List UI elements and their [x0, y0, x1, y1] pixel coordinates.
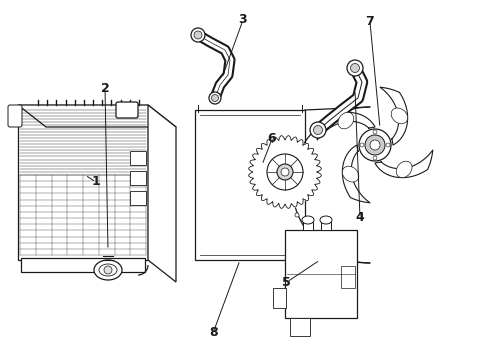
Polygon shape	[18, 105, 148, 260]
Ellipse shape	[391, 108, 408, 124]
Circle shape	[373, 130, 377, 134]
Circle shape	[267, 154, 303, 190]
Text: 3: 3	[238, 13, 247, 26]
Circle shape	[209, 92, 221, 104]
Bar	[285, 230, 357, 318]
Ellipse shape	[320, 216, 332, 224]
Circle shape	[295, 213, 299, 217]
Circle shape	[347, 60, 363, 76]
Polygon shape	[18, 105, 176, 127]
Ellipse shape	[302, 216, 314, 224]
Polygon shape	[343, 145, 370, 203]
Text: 1: 1	[91, 175, 100, 188]
Circle shape	[277, 164, 293, 180]
FancyBboxPatch shape	[116, 102, 138, 118]
Circle shape	[295, 153, 299, 157]
Ellipse shape	[99, 264, 117, 276]
Circle shape	[281, 168, 289, 176]
Polygon shape	[317, 112, 375, 140]
Ellipse shape	[338, 112, 354, 129]
Bar	[290, 318, 310, 336]
Bar	[303, 222, 313, 230]
Polygon shape	[248, 136, 321, 208]
Bar	[195, 110, 305, 260]
Text: 2: 2	[101, 82, 110, 95]
Polygon shape	[148, 105, 176, 282]
Text: 6: 6	[268, 132, 276, 145]
Bar	[130, 191, 146, 205]
Text: 8: 8	[209, 327, 218, 339]
Ellipse shape	[343, 166, 359, 182]
Ellipse shape	[94, 260, 122, 280]
Ellipse shape	[396, 161, 412, 177]
Polygon shape	[375, 150, 433, 177]
Circle shape	[360, 143, 364, 147]
Circle shape	[310, 122, 326, 138]
Polygon shape	[380, 87, 408, 145]
Circle shape	[295, 183, 299, 187]
Text: 5: 5	[282, 276, 291, 289]
Bar	[130, 171, 146, 185]
Bar	[341, 266, 355, 288]
Text: 7: 7	[366, 15, 374, 28]
Circle shape	[104, 266, 112, 274]
Bar	[21, 258, 145, 272]
Circle shape	[314, 126, 322, 135]
Bar	[321, 222, 331, 230]
Circle shape	[370, 140, 380, 150]
Circle shape	[191, 28, 205, 42]
Circle shape	[350, 63, 360, 72]
Bar	[130, 151, 146, 165]
Circle shape	[194, 31, 202, 39]
Circle shape	[365, 135, 385, 155]
Text: 4: 4	[356, 211, 365, 224]
Bar	[273, 288, 286, 308]
Circle shape	[373, 156, 377, 160]
Circle shape	[386, 143, 390, 147]
Circle shape	[212, 94, 219, 102]
FancyBboxPatch shape	[8, 105, 22, 127]
Circle shape	[359, 129, 391, 161]
